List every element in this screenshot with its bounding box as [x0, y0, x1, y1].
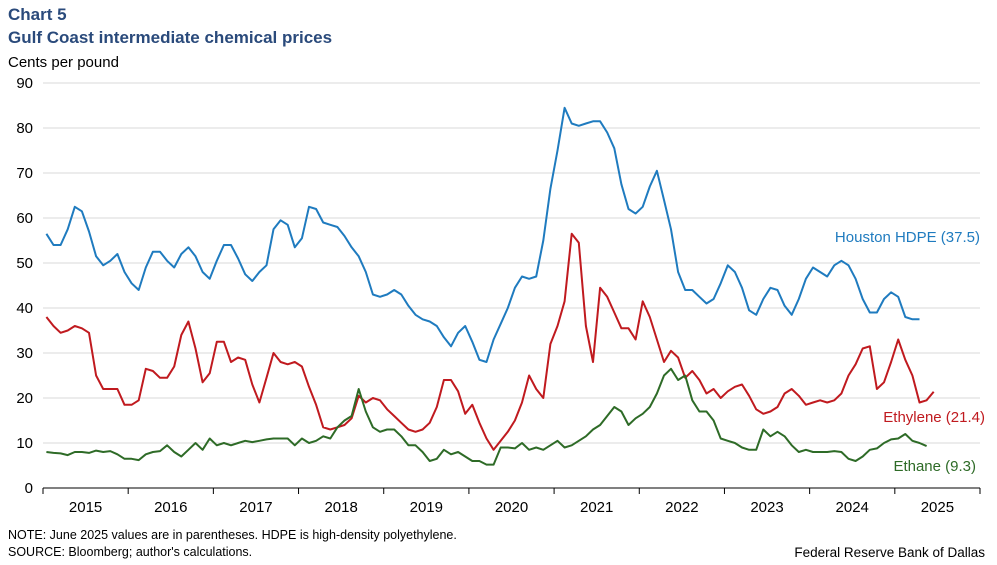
x-tick-label: 2021 — [580, 499, 613, 516]
y-tick-label: 0 — [25, 480, 33, 497]
x-tick-label: 2023 — [750, 499, 783, 516]
x-tick-label: 2015 — [69, 499, 102, 516]
series-label-ethylene: Ethylene (21.4) — [883, 409, 985, 426]
x-tick-label: 2024 — [836, 499, 869, 516]
series-labels: Houston HDPE (37.5) Ethylene (21.4) Ethane… — [835, 229, 985, 475]
x-tick-label: 2025 — [921, 499, 954, 516]
y-tick-label: 70 — [16, 165, 33, 182]
publisher-credit: Federal Reserve Bank of Dallas — [794, 545, 985, 560]
gridlines — [43, 82, 980, 444]
y-axis-unit-label: Cents per pound — [8, 54, 119, 71]
x-tick-label: 2017 — [239, 499, 272, 516]
x-tick-label: 2020 — [495, 499, 528, 516]
series-line-ethylene — [45, 232, 935, 451]
source-note: SOURCE: Bloomberg; author's calculations… — [8, 545, 253, 559]
y-tick-label: 10 — [16, 435, 33, 452]
series-lines — [45, 106, 935, 466]
chart-title: Gulf Coast intermediate chemical prices — [8, 28, 333, 47]
x-tick-label: 2018 — [324, 499, 357, 516]
y-tick-label: 60 — [16, 210, 33, 227]
x-tick-label: 2016 — [154, 499, 187, 516]
footnote: NOTE: June 2025 values are in parenthese… — [8, 528, 457, 542]
x-tick-label: 2019 — [410, 499, 443, 516]
y-tick-label: 40 — [16, 300, 33, 317]
y-tick-label: 80 — [16, 120, 33, 137]
axes: 0 10 20 30 40 50 60 70 80 90 2015 2016 2017 2018 2019 2… — [16, 75, 981, 516]
y-tick-label: 90 — [16, 75, 33, 92]
y-tick-label: 50 — [16, 255, 33, 272]
series-line-ethane — [46, 367, 928, 466]
chart-number: Chart 5 — [8, 5, 67, 24]
series-line-houston-hdpe — [45, 106, 920, 363]
series-label-ethane: Ethane (9.3) — [893, 458, 976, 475]
x-tick-label: 2022 — [665, 499, 698, 516]
y-tick-label: 20 — [16, 390, 33, 407]
y-tick-label: 30 — [16, 345, 33, 362]
series-label-houston-hdpe: Houston HDPE (37.5) — [835, 229, 980, 246]
